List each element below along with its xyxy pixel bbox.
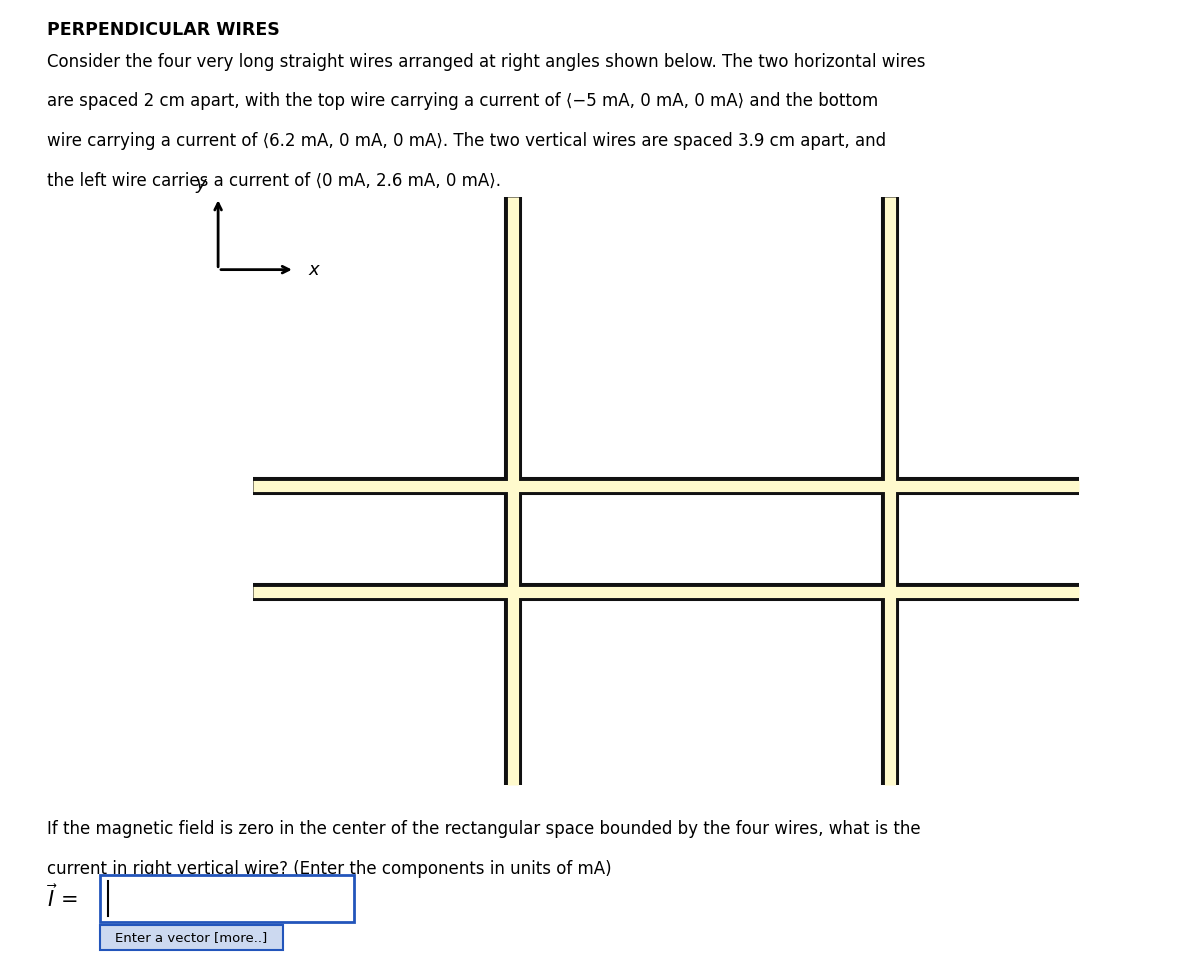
Text: $\vec{I}$ =: $\vec{I}$ = [47, 884, 78, 911]
Text: the left wire carries a current of ⟨0 mA, 2.6 mA, 0 mA⟩.: the left wire carries a current of ⟨0 mA… [47, 171, 501, 190]
Text: If the magnetic field is zero in the center of the rectangular space bounded by : If the magnetic field is zero in the cen… [47, 820, 921, 839]
Text: wire carrying a current of ⟨6.2 mA, 0 mA, 0 mA⟩. The two vertical wires are spac: wire carrying a current of ⟨6.2 mA, 0 mA… [47, 132, 887, 150]
Text: current in right vertical wire? (Enter the components in units of mA): current in right vertical wire? (Enter t… [47, 860, 612, 878]
FancyBboxPatch shape [100, 925, 283, 950]
Text: x: x [309, 261, 320, 278]
Text: PERPENDICULAR WIRES: PERPENDICULAR WIRES [47, 21, 279, 39]
FancyBboxPatch shape [100, 875, 354, 922]
Text: Enter a vector [more..]: Enter a vector [more..] [116, 931, 268, 945]
Text: y: y [195, 174, 206, 193]
Text: are spaced 2 cm apart, with the top wire carrying a current of ⟨−5 mA, 0 mA, 0 m: are spaced 2 cm apart, with the top wire… [47, 92, 878, 111]
Text: Consider the four very long straight wires arranged at right angles shown below.: Consider the four very long straight wir… [47, 53, 926, 71]
